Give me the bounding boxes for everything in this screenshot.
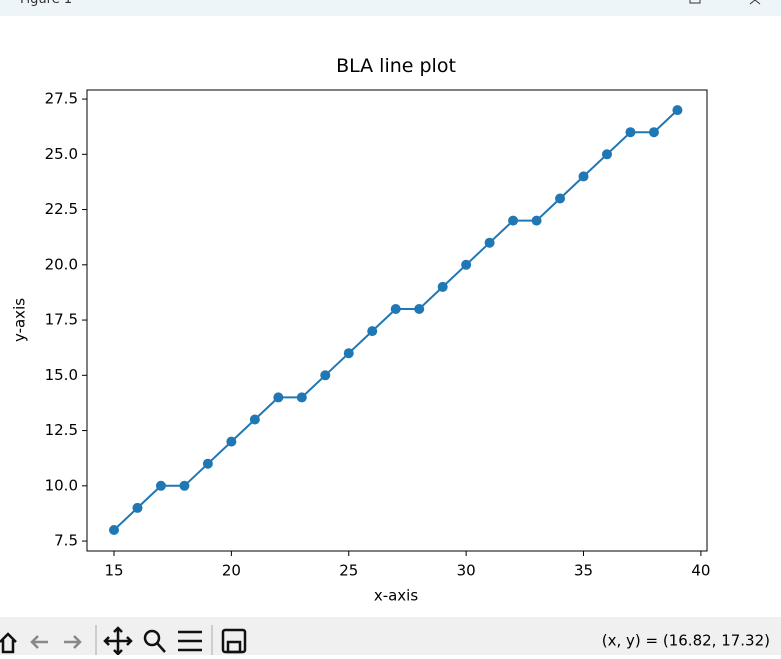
configure-button[interactable]	[178, 630, 202, 652]
window-title: Figure 1	[20, 0, 72, 7]
zoom-button[interactable]	[143, 629, 161, 647]
data-point	[108, 525, 119, 536]
data-point	[320, 370, 331, 381]
data-point	[343, 348, 354, 359]
chart-title: BLA line plot	[336, 55, 456, 77]
y-tick-label: 12.5	[45, 421, 78, 439]
data-point	[508, 215, 519, 226]
data-point	[531, 215, 542, 226]
data-point	[555, 193, 566, 204]
y-tick-label: 27.5	[45, 90, 78, 108]
x-tick-label: 30	[457, 562, 476, 580]
data-point	[179, 480, 190, 491]
forward-button[interactable]	[64, 635, 82, 649]
plot-area	[86, 89, 708, 552]
maximize-button[interactable]	[689, 0, 701, 4]
data-point	[226, 436, 237, 447]
data-point	[648, 127, 659, 138]
y-tick-label: 17.5	[45, 311, 78, 329]
x-tick-label: 40	[691, 562, 710, 580]
data-point	[367, 326, 378, 337]
data-point	[625, 127, 636, 138]
data-point	[249, 414, 260, 425]
x-tick-label: 20	[222, 562, 241, 580]
data-point	[202, 458, 213, 469]
status-text: (x, y) = (16.82, 17.32)	[602, 632, 770, 650]
y-tick-label: 10.0	[45, 476, 78, 494]
data-line	[113, 109, 679, 531]
title-bar	[0, 0, 781, 16]
close-button[interactable]	[749, 0, 761, 5]
x-tick-label: 15	[104, 562, 123, 580]
data-point	[578, 171, 589, 182]
data-point	[132, 502, 143, 513]
pan-button[interactable]	[103, 626, 133, 656]
data-point	[437, 281, 448, 292]
toolbar	[0, 617, 781, 655]
y-tick-label: 15.0	[45, 366, 78, 384]
data-point	[273, 392, 284, 403]
y-tick-label: 7.5	[54, 532, 78, 550]
data-point	[390, 304, 401, 315]
y-tick-label: 20.0	[45, 255, 78, 273]
data-point	[296, 392, 307, 403]
data-point	[601, 149, 612, 160]
back-button[interactable]	[30, 635, 48, 649]
y-tick-label: 25.0	[45, 145, 78, 163]
y-tick-label: 22.5	[45, 200, 78, 218]
data-point	[672, 105, 683, 116]
data-point	[484, 237, 495, 248]
data-point	[155, 480, 166, 491]
y-axis-label: y-axis	[11, 298, 29, 342]
x-axis-label: x-axis	[374, 587, 419, 605]
toolbar-icons	[0, 625, 247, 656]
x-tick-label: 35	[574, 562, 593, 580]
home-button[interactable]	[0, 632, 17, 654]
x-tick-label: 25	[339, 562, 358, 580]
data-point	[461, 259, 472, 270]
data-point	[414, 304, 425, 315]
